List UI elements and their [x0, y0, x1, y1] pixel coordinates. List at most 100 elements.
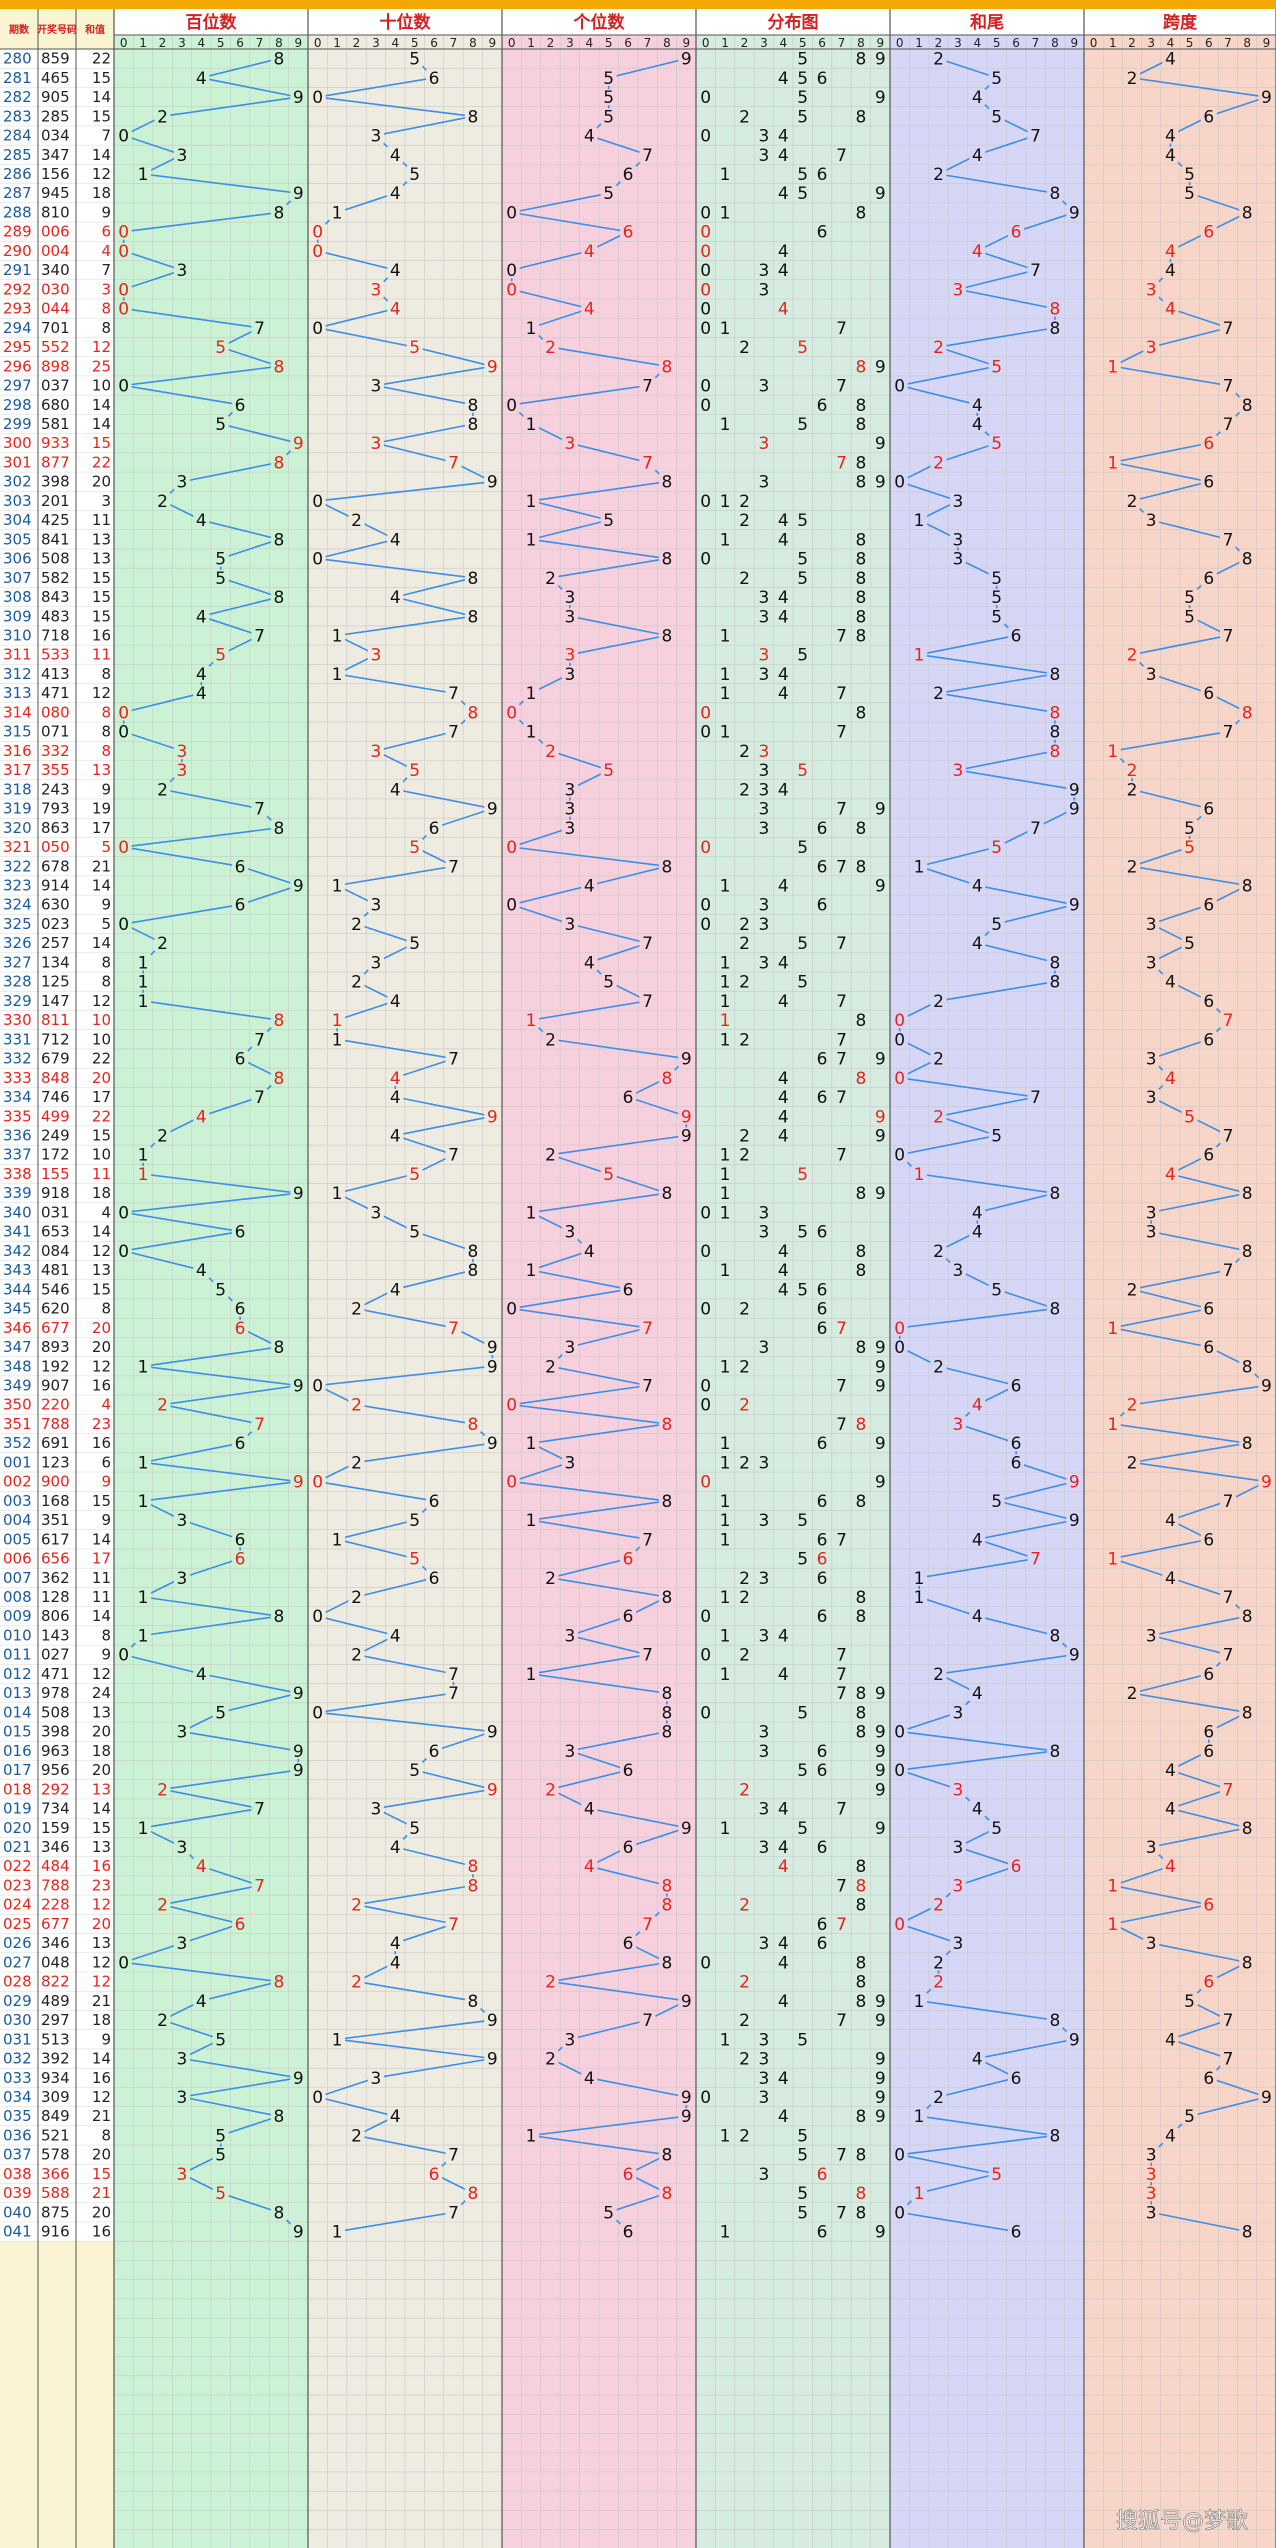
trend-point: 6	[235, 1530, 246, 1550]
distribution-digit: 2	[739, 1973, 750, 1993]
point-bg	[620, 2165, 637, 2182]
period-cell: 300	[3, 434, 32, 452]
distribution-digit: 8	[855, 819, 866, 839]
trend-point: 8	[273, 530, 284, 550]
point-bg	[290, 2223, 307, 2240]
trend-point: 4	[972, 1607, 983, 1627]
digit-header: 9	[488, 36, 496, 50]
trend-point: 4	[390, 146, 401, 166]
sum-cell: 9	[101, 780, 111, 798]
point-bg	[930, 339, 947, 356]
period-cell: 287	[3, 184, 32, 202]
distribution-digit: 4	[778, 1069, 789, 1089]
point-bg	[115, 281, 132, 298]
trend-point: 9	[487, 1434, 498, 1454]
trend-point: 0	[118, 127, 129, 147]
trend-point: 3	[370, 434, 381, 454]
trend-point: 4	[390, 1934, 401, 1954]
distribution-digit: 0	[700, 223, 711, 243]
point-bg	[1027, 1089, 1044, 1106]
distribution-digit: 1	[720, 1453, 731, 1473]
point-bg	[484, 473, 501, 490]
trend-point: 2	[933, 1973, 944, 1993]
number-cell: 481	[41, 1261, 70, 1279]
number-cell: 653	[41, 1223, 70, 1241]
trend-point: 7	[1223, 1261, 1234, 1281]
point-bg	[969, 1223, 986, 1240]
trend-point: 0	[506, 1396, 517, 1416]
period-cell: 032	[3, 2050, 32, 2068]
trend-point: 2	[933, 1665, 944, 1685]
distribution-digit: 8	[855, 627, 866, 647]
period-cell: 019	[3, 1800, 32, 1818]
point-bg	[658, 1704, 675, 1721]
point-bg	[620, 1762, 637, 1779]
number-cell: 533	[41, 646, 70, 664]
distribution-digit: 4	[778, 242, 789, 262]
trend-point: 1	[1107, 1550, 1118, 1570]
point-bg	[969, 1396, 986, 1413]
point-bg	[891, 1012, 908, 1029]
digit-header: 5	[605, 36, 613, 50]
point-bg	[387, 1954, 404, 1971]
point-bg	[406, 1165, 423, 1182]
point-bg	[1046, 2127, 1063, 2144]
point-bg	[173, 2165, 190, 2182]
point-bg	[1124, 69, 1140, 86]
distribution-digit: 6	[817, 1300, 828, 1320]
trend-point: 8	[1242, 396, 1253, 416]
trend-point: 1	[332, 2223, 343, 2243]
number-cell: 006	[41, 223, 70, 241]
trend-point: 1	[138, 992, 149, 1012]
distribution-digit: 3	[758, 2165, 769, 2185]
sum-cell: 4	[101, 1203, 111, 1221]
point-bg	[115, 704, 132, 721]
sum-cell: 8	[101, 1626, 111, 1644]
number-cell: 499	[41, 1107, 70, 1125]
top-bar	[0, 0, 1276, 9]
digit-header: 6	[430, 36, 438, 50]
sum-cell: 12	[92, 1665, 111, 1683]
point-bg	[891, 2204, 908, 2221]
trend-point: 5	[991, 915, 1002, 935]
number-cell: 934	[41, 2069, 70, 2087]
trend-point: 4	[972, 396, 983, 416]
point-bg	[484, 2050, 501, 2067]
trend-point: 2	[933, 338, 944, 358]
distribution-digit: 7	[836, 2146, 847, 2166]
point-bg	[1239, 1819, 1256, 1836]
point-bg	[193, 1665, 210, 1682]
sum-cell: 22	[92, 1107, 111, 1125]
point-bg	[678, 1108, 695, 1125]
number-cell: 963	[41, 1742, 70, 1760]
digit-header: 2	[741, 36, 749, 50]
point-bg	[406, 1223, 423, 1240]
trend-point: 6	[623, 1838, 634, 1858]
point-bg	[969, 415, 986, 432]
trend-point: 2	[351, 1396, 362, 1416]
trend-point: 4	[584, 300, 595, 320]
sum-cell: 10	[92, 1011, 111, 1029]
trend-point: 9	[681, 1050, 692, 1070]
point-bg	[658, 1954, 675, 1971]
point-bg	[232, 1300, 249, 1317]
point-bg	[1200, 1896, 1217, 1913]
trend-point: 7	[642, 377, 653, 397]
distribution-digit: 7	[836, 377, 847, 397]
period-cell: 012	[3, 1665, 32, 1683]
sum-cell: 14	[92, 877, 111, 895]
distribution-digit: 1	[720, 1434, 731, 1454]
trend-point: 8	[661, 1684, 672, 1704]
trend-point: 5	[409, 1165, 420, 1185]
digit-header: 2	[1128, 36, 1136, 50]
point-bg	[484, 1435, 501, 1452]
point-bg	[523, 492, 540, 509]
sum-cell: 13	[92, 1703, 111, 1721]
trend-point: 4	[1165, 146, 1176, 166]
number-cell: 718	[41, 627, 70, 645]
distribution-digit: 3	[758, 1723, 769, 1743]
trend-point: 5	[409, 761, 420, 781]
trend-point: 9	[681, 1107, 692, 1127]
distribution-digit: 1	[720, 2126, 731, 2146]
point-bg	[1220, 1589, 1236, 1606]
